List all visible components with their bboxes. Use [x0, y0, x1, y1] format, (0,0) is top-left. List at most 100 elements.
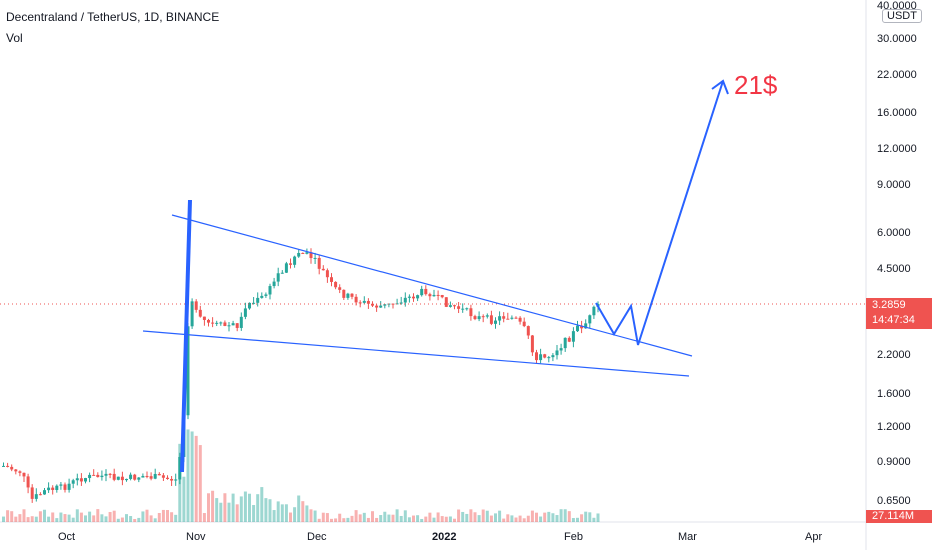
volume-bar [215, 498, 219, 522]
volume-bar [170, 512, 174, 522]
pump-line[interactable] [180, 199, 192, 473]
volume-bar [108, 512, 112, 522]
candle-body [547, 357, 551, 359]
candle-body [137, 477, 141, 480]
price-tick: 0.9000 [877, 456, 911, 468]
candles [2, 248, 600, 503]
candle-body [526, 326, 530, 336]
volume-bar [391, 514, 395, 522]
volume-bar [539, 516, 543, 522]
volume-bar [448, 516, 452, 522]
time-label: 2022 [432, 531, 456, 543]
candle-body [223, 322, 227, 326]
volume-bar [104, 516, 108, 522]
candle-body [104, 473, 108, 476]
candle-body [248, 302, 251, 309]
candle-body [231, 323, 235, 326]
candle-body [592, 306, 596, 316]
candle-body [358, 302, 362, 304]
volume-bar [293, 507, 297, 522]
volume-bar [202, 513, 206, 522]
volume-bar [280, 504, 284, 522]
volume-bar [342, 518, 346, 522]
volume-bar [469, 509, 473, 522]
candle-body [79, 478, 83, 482]
candle-body [166, 477, 169, 479]
candle-body [194, 301, 198, 310]
candle-body [485, 315, 489, 317]
candle-body [26, 476, 30, 488]
candle-body [71, 480, 75, 484]
candle-body [383, 304, 387, 306]
candle-body [211, 322, 215, 324]
candle-body [563, 337, 567, 349]
price-axis-ticks[interactable]: 30.0000 22.0000 16.0000 12.0000 9.0000 6… [877, 0, 917, 507]
volume-bar [416, 515, 420, 522]
volume-bar [330, 518, 333, 522]
candle-body [317, 257, 321, 269]
candle-body [272, 281, 276, 287]
volume-bar [120, 517, 124, 522]
volume-bar [248, 493, 251, 522]
candle-body [178, 456, 182, 480]
projection-path[interactable] [595, 80, 724, 346]
current-price-badge: 3.2859 14:47:34 [866, 298, 932, 329]
volume-bar [547, 511, 551, 522]
candle-body [190, 301, 194, 327]
time-label: Apr [805, 531, 822, 543]
time-label: Feb [564, 531, 583, 543]
candle-body [428, 294, 432, 297]
candle-body [219, 322, 223, 324]
volume-bar [92, 515, 96, 522]
volume-bar [157, 512, 161, 522]
target-annotation[interactable]: 21$ [734, 70, 778, 100]
volume-bar [211, 490, 215, 522]
volume-bar [260, 487, 264, 522]
price-tick: 0.6500 [877, 495, 911, 507]
candle-body [571, 331, 575, 342]
volume-bar [432, 517, 436, 522]
candle-body [96, 474, 100, 478]
lower-trendline[interactable] [142, 330, 690, 377]
volume-bar [334, 518, 338, 522]
candle-body [235, 323, 239, 328]
volume-bar [47, 516, 51, 522]
time-label: Mar [678, 531, 697, 543]
candle-body [448, 305, 452, 307]
projection-arrowhead-icon [711, 79, 729, 95]
candle-body [407, 296, 411, 298]
candle-body [420, 288, 424, 296]
volume-bar [55, 518, 59, 522]
candle-body [395, 303, 399, 305]
candle-body [243, 308, 247, 317]
time-label: Oct [58, 531, 75, 543]
candle-body [330, 277, 333, 282]
volume-bar [362, 512, 366, 522]
volume-bar [284, 504, 288, 522]
symbol-title[interactable]: Decentraland / TetherUS, 1D, BINANCE [6, 10, 220, 24]
candle-body [30, 487, 34, 499]
volume-bar [489, 515, 493, 522]
candle-body [375, 305, 379, 308]
currency-badge[interactable]: USDT [882, 9, 922, 23]
candle-body [350, 293, 354, 297]
volume-bar [375, 517, 379, 522]
volume-legend[interactable]: Vol [6, 31, 23, 45]
candle-body [444, 297, 448, 307]
volume-bar [6, 510, 10, 522]
volume-bar [112, 510, 116, 522]
candle-body [514, 317, 518, 319]
volume-bar [137, 517, 141, 522]
volume-bar [149, 515, 153, 522]
upper-trendline[interactable] [171, 214, 693, 357]
time-axis-labels[interactable]: Oct Nov Dec 2022 Feb Mar Apr [58, 531, 822, 543]
volume-bar [297, 495, 301, 522]
volume-bar [461, 511, 465, 522]
volume-bar [133, 518, 137, 522]
candle-body [34, 494, 38, 499]
volume-bar [38, 511, 42, 522]
volume-bar [145, 509, 149, 522]
volume-bar [555, 515, 559, 522]
candle-body [22, 472, 26, 477]
